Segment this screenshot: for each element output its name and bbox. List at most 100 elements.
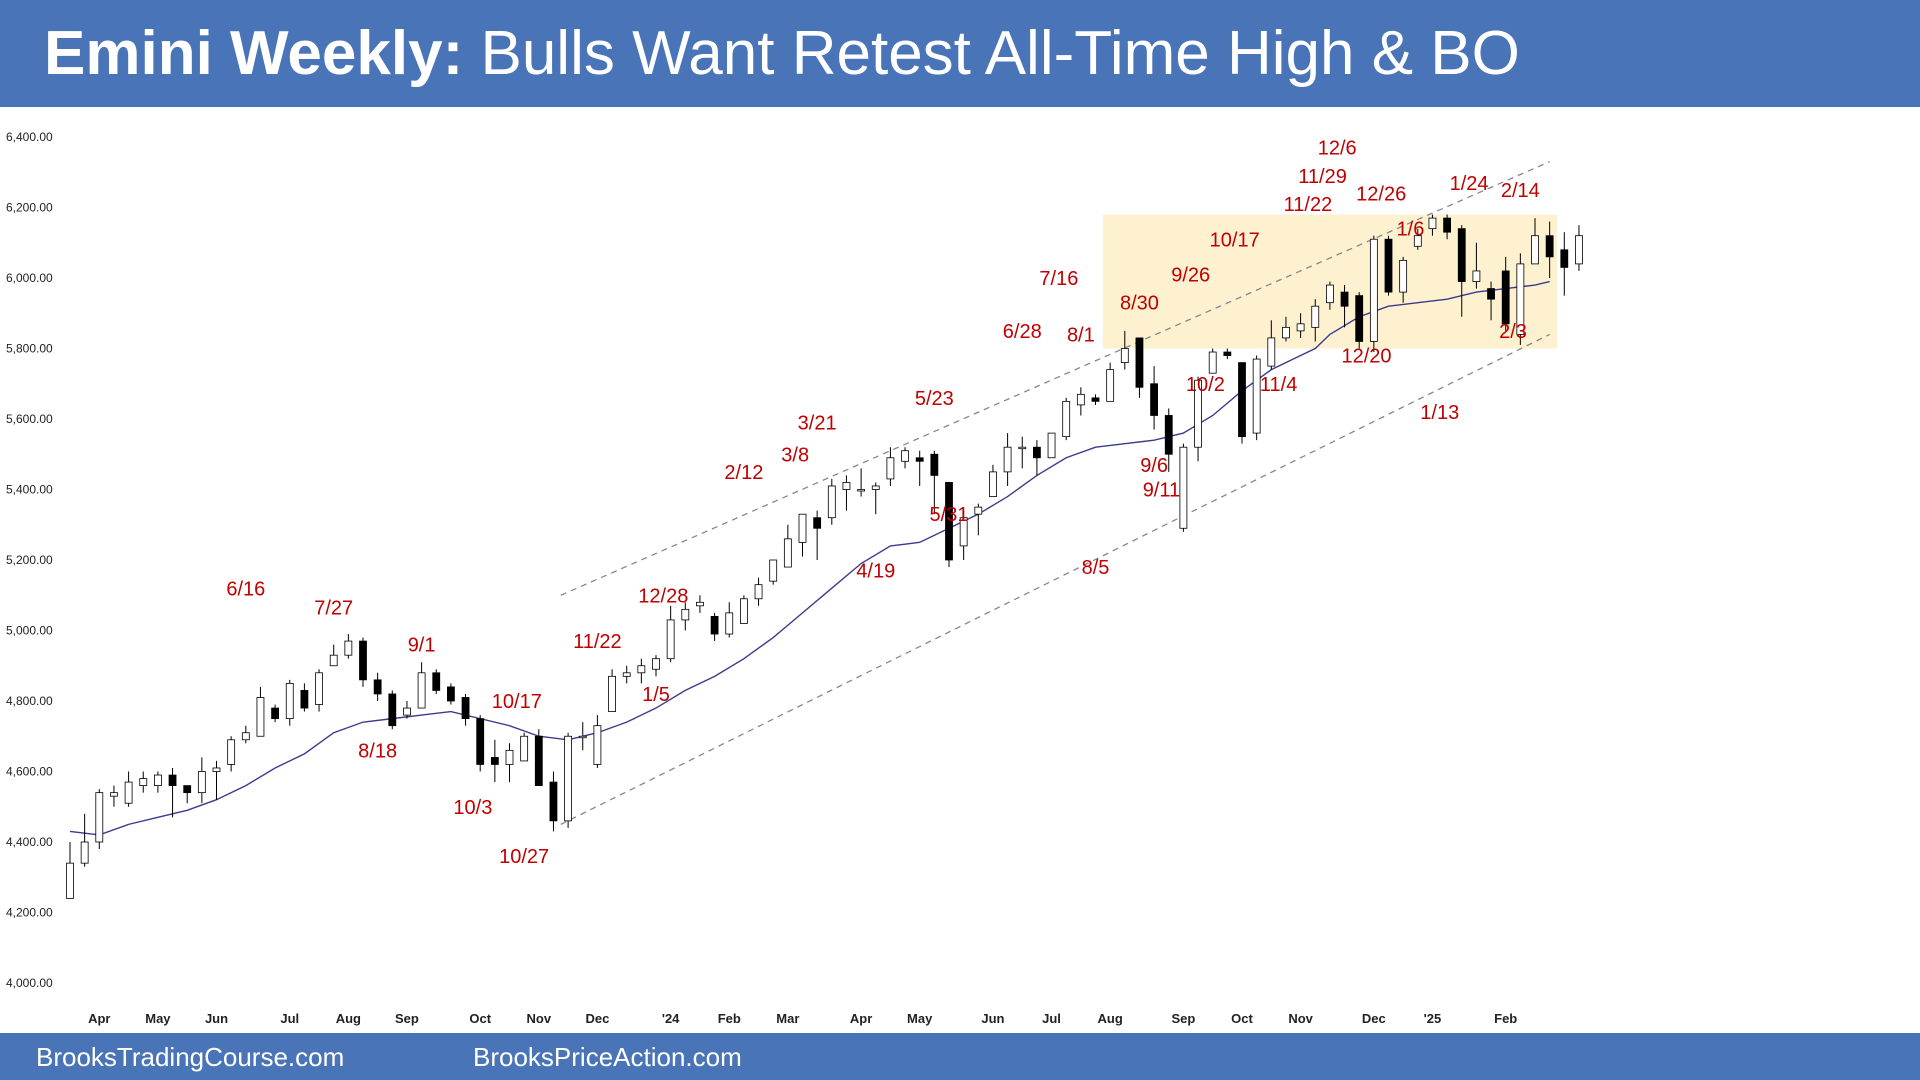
candle-body xyxy=(1033,446,1041,459)
y-tick-label: 5,200.00 xyxy=(6,553,53,567)
date-annotation: 1/6 xyxy=(1397,219,1425,241)
candle-body xyxy=(168,774,177,787)
candle-body xyxy=(1311,305,1320,328)
date-annotation: 3/8 xyxy=(781,444,809,466)
x-tick-label: Jul xyxy=(1042,1011,1061,1026)
x-tick-label: May xyxy=(907,1011,933,1026)
candle-body xyxy=(1091,397,1100,402)
candle-body xyxy=(329,654,338,667)
candle-body xyxy=(549,781,558,822)
y-tick-label: 4,600.00 xyxy=(6,765,53,779)
date-annotation: 12/26 xyxy=(1356,183,1406,205)
candle-body xyxy=(769,559,778,582)
candle-body xyxy=(66,862,74,899)
candle-body xyxy=(915,457,924,462)
candle-body xyxy=(1501,270,1510,325)
candle-body xyxy=(593,725,602,765)
y-tick-label: 6,200.00 xyxy=(6,201,53,215)
candle-body xyxy=(271,707,280,720)
candle-body xyxy=(1296,323,1305,332)
candle-body xyxy=(740,598,748,624)
date-annotation: 11/4 xyxy=(1260,374,1297,396)
candle-body xyxy=(300,690,309,709)
x-tick-label: Oct xyxy=(469,1011,491,1026)
candle-body xyxy=(813,517,822,529)
footer-left-link[interactable]: BrooksTradingCourse.com xyxy=(36,1042,345,1072)
y-tick-label: 4,400.00 xyxy=(6,835,53,849)
date-annotation: 5/23 xyxy=(915,388,954,410)
candle-body xyxy=(1194,379,1202,448)
candle-body xyxy=(520,735,529,762)
x-tick-label: Apr xyxy=(850,1011,872,1026)
date-annotation: 2/12 xyxy=(724,462,763,484)
candle-body xyxy=(622,672,631,677)
x-tick-label: '24 xyxy=(662,1011,680,1026)
date-annotation: 3/21 xyxy=(798,413,837,435)
date-annotation: 2/14 xyxy=(1501,180,1540,202)
candle-body xyxy=(842,482,851,490)
date-annotation: 8/1 xyxy=(1067,324,1095,346)
candle-body xyxy=(315,672,323,705)
x-tick-label: '25 xyxy=(1424,1011,1442,1026)
title-bold: Emini Weekly: xyxy=(44,19,464,88)
date-annotation: 7/16 xyxy=(1039,268,1078,290)
candle-body xyxy=(80,841,89,864)
candle-body xyxy=(446,686,455,702)
footer-right-link[interactable]: BrooksPriceAction.com xyxy=(473,1042,742,1072)
y-tick-label: 4,800.00 xyxy=(6,694,53,708)
candle-body xyxy=(827,485,836,519)
candle-body xyxy=(124,781,133,804)
candle-body xyxy=(285,682,294,720)
date-annotation: 8/5 xyxy=(1082,557,1110,579)
candle-body xyxy=(754,584,763,600)
date-annotation: 10/17 xyxy=(492,691,542,713)
candle-body xyxy=(1384,238,1393,293)
candle-body xyxy=(1340,291,1349,307)
y-tick-label: 5,800.00 xyxy=(6,342,53,356)
candle-body xyxy=(783,538,792,568)
candle-body xyxy=(1076,393,1085,406)
x-tick-label: May xyxy=(145,1011,171,1026)
date-annotation: 10/17 xyxy=(1210,229,1260,251)
x-tick-label: Feb xyxy=(718,1011,741,1026)
candle-body xyxy=(373,679,382,695)
candle-body xyxy=(974,506,983,515)
date-annotation: 8/30 xyxy=(1120,293,1159,315)
candle-body xyxy=(1399,259,1408,293)
title-bar: Emini Weekly: Bulls Want Retest All-Time… xyxy=(0,0,1920,107)
candle-body xyxy=(1413,235,1422,247)
candle-body xyxy=(1106,369,1115,402)
candle-body xyxy=(1575,235,1583,265)
x-tick-label: Jul xyxy=(280,1011,299,1026)
candle-body xyxy=(1238,362,1246,438)
date-annotation: 11/22 xyxy=(1284,194,1333,216)
date-annotation: 11/22 xyxy=(573,631,622,653)
candle-body xyxy=(197,771,206,794)
x-tick-label: Oct xyxy=(1231,1011,1253,1026)
x-tick-label: Aug xyxy=(336,1011,361,1026)
candle-body xyxy=(1018,446,1027,450)
date-annotation: 7/27 xyxy=(314,598,353,620)
candle-body xyxy=(388,693,397,727)
date-annotation: 9/11 xyxy=(1143,480,1180,502)
y-tick-label: 6,000.00 xyxy=(6,271,53,285)
candle-body xyxy=(696,601,704,607)
candle-body xyxy=(256,697,265,737)
x-tick-label: Dec xyxy=(585,1011,609,1026)
candle-body xyxy=(666,619,675,660)
x-tick-label: Aug xyxy=(1098,1011,1123,1026)
candle-body xyxy=(945,482,953,561)
candle-body xyxy=(1223,351,1232,356)
candle-body xyxy=(564,735,572,822)
date-annotation: 10/3 xyxy=(453,797,492,819)
candle-body xyxy=(578,735,587,739)
channel-line xyxy=(560,161,1550,596)
title-rest: Bulls Want Retest All-Time High & BO xyxy=(480,19,1520,88)
date-annotation: 1/13 xyxy=(1420,402,1459,424)
date-annotation: 1/5 xyxy=(642,684,670,706)
candle-body xyxy=(857,489,865,492)
candle-body xyxy=(989,471,997,497)
y-tick-label: 5,400.00 xyxy=(6,483,53,497)
candle-body xyxy=(652,658,660,670)
y-tick-label: 4,000.00 xyxy=(6,976,53,990)
